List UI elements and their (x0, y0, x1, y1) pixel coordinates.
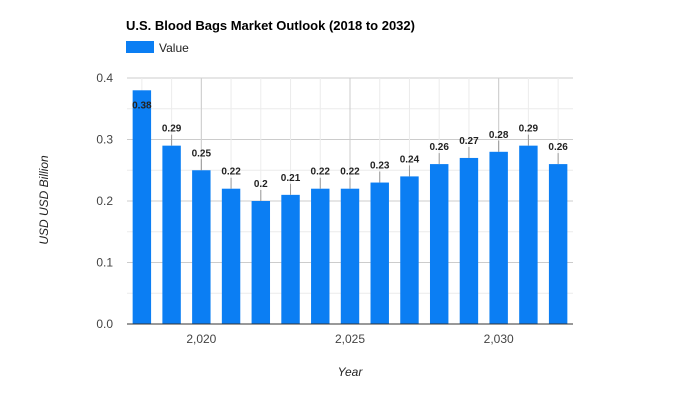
bar[interactable] (221, 188, 241, 324)
data-label: 0.25 (192, 148, 212, 159)
bar[interactable] (489, 151, 508, 324)
bar[interactable] (281, 194, 300, 324)
data-label: 0.38 (132, 100, 152, 111)
data-label: 0.22 (340, 167, 360, 178)
x-axis-title: Year (338, 365, 364, 379)
bar[interactable] (459, 157, 479, 324)
data-label: 0.29 (162, 124, 182, 135)
data-label: 0.23 (370, 161, 390, 172)
bar[interactable] (400, 176, 419, 324)
y-tick-label: 0.4 (96, 71, 113, 85)
bar[interactable] (162, 145, 181, 324)
bar[interactable] (132, 90, 152, 324)
legend-swatch (126, 41, 154, 53)
data-label: 0.22 (221, 167, 241, 178)
chart-title: U.S. Blood Bags Market Outlook (2018 to … (126, 18, 415, 33)
x-tick-label: 2,025 (335, 332, 365, 346)
x-tick-label: 2,020 (186, 332, 216, 346)
data-label: 0.27 (459, 136, 479, 147)
y-tick-label: 0.3 (96, 133, 113, 147)
bar[interactable] (429, 164, 449, 324)
legend-label: Value (159, 41, 189, 55)
data-label: 0.22 (311, 167, 331, 178)
data-label: 0.26 (429, 142, 449, 153)
y-tick-label: 0.1 (96, 256, 113, 270)
data-label: 0.28 (489, 130, 509, 141)
data-label: 0.21 (281, 173, 301, 184)
data-label: 0.24 (400, 154, 420, 165)
bar[interactable] (519, 145, 538, 324)
bar[interactable] (370, 182, 389, 324)
y-tick-label: 0.2 (96, 194, 113, 208)
x-tick-label: 2,030 (484, 332, 514, 346)
y-axis-title: USD USD Billion (37, 155, 51, 245)
bar[interactable] (311, 188, 330, 324)
bars-layer: 0.38 0.29 0.25 0.22 0.2 0.21 0.22 0.22 0.23 0.24 0… (132, 90, 568, 324)
bar[interactable] (251, 201, 271, 324)
data-label: 0.2 (254, 179, 268, 190)
y-tick-label: 0.0 (96, 317, 113, 331)
axis-layer: 0.0 0.1 0.2 0.3 0.4 2,020 2,025 2,030 (96, 71, 573, 346)
bar[interactable] (548, 164, 568, 324)
bar[interactable] (340, 188, 360, 324)
data-label: 0.29 (519, 124, 539, 135)
data-label: 0.26 (548, 142, 568, 153)
bar[interactable] (192, 170, 211, 324)
